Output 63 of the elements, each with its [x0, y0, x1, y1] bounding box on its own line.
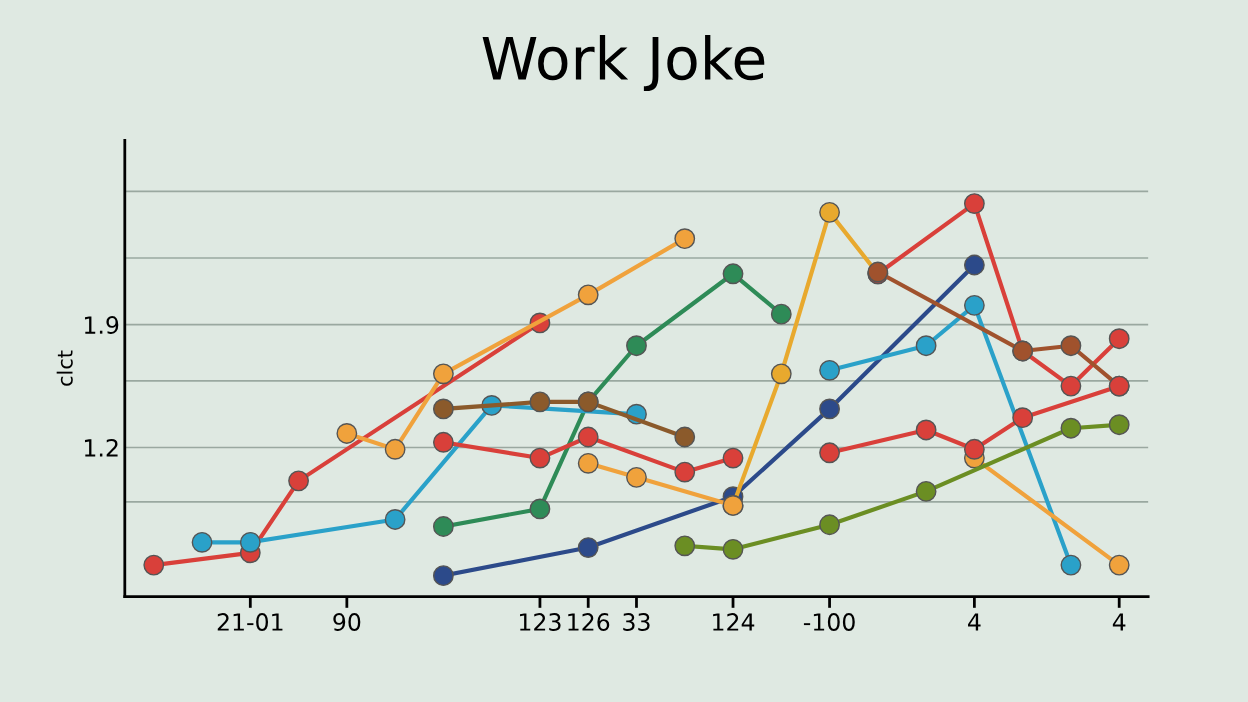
x-tick-label: 33: [623, 613, 650, 631]
point: [722, 538, 744, 560]
x-tick-label: 123: [520, 613, 561, 631]
point: [963, 254, 985, 276]
point: [432, 398, 454, 420]
point: [963, 193, 985, 214]
point: [819, 442, 840, 464]
x-tick-label: 126: [568, 613, 610, 631]
y-tick-label: 1.9: [84, 316, 119, 334]
point: [1060, 417, 1082, 439]
point: [529, 391, 551, 413]
point: [674, 461, 696, 483]
point: [336, 423, 358, 444]
point: [432, 431, 454, 453]
point: [432, 363, 454, 385]
point: [819, 398, 840, 420]
x-tick-label: -100: [803, 613, 855, 631]
x-tick-label: 21-01: [217, 613, 283, 631]
point: [963, 294, 985, 316]
x-tick-label: 4: [1112, 613, 1126, 631]
point: [770, 303, 792, 325]
point: [626, 335, 647, 357]
point: [577, 426, 599, 448]
point: [239, 531, 261, 553]
chart-title: Work Joke: [482, 35, 765, 92]
point: [432, 565, 454, 587]
point: [577, 537, 599, 558]
point: [915, 419, 937, 441]
point: [915, 480, 937, 502]
point: [1012, 407, 1034, 429]
point: [577, 284, 599, 306]
point: [384, 438, 406, 460]
point: [626, 466, 647, 488]
point: [529, 498, 551, 520]
point: [722, 263, 744, 285]
point: [1108, 414, 1130, 436]
point: [770, 363, 792, 385]
y-axis-title: clct: [56, 350, 73, 386]
point: [529, 447, 551, 469]
point: [674, 426, 696, 448]
point: [1108, 328, 1130, 350]
point: [191, 531, 213, 553]
point: [963, 438, 985, 460]
point: [432, 516, 454, 537]
point: [819, 514, 840, 536]
x-tick-label: 124: [713, 613, 755, 631]
point: [577, 452, 599, 474]
point: [819, 359, 840, 381]
x-tick-label: 90: [333, 613, 361, 631]
point: [1060, 554, 1082, 576]
point: [288, 470, 309, 492]
point: [674, 228, 696, 250]
point: [674, 535, 696, 557]
point: [915, 335, 937, 357]
point: [1060, 335, 1082, 357]
point: [143, 554, 165, 576]
point: [819, 201, 840, 223]
point: [384, 509, 406, 530]
point: [722, 447, 744, 469]
point: [1108, 554, 1130, 576]
point: [1060, 375, 1082, 397]
y-tick-label: 1.2: [84, 438, 118, 457]
x-tick-label: 4: [968, 613, 981, 631]
